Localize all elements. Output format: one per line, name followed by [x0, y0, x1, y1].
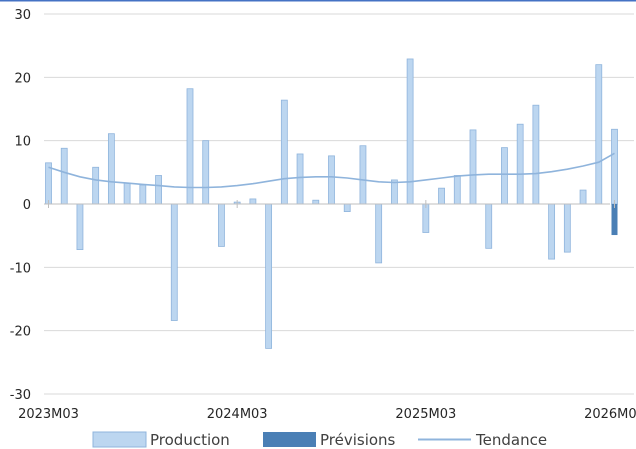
production-bar [375, 203, 383, 264]
production-bar [422, 203, 430, 233]
y-tick-label: 30 [14, 8, 31, 23]
legend-item-tendance: Tendance [418, 431, 547, 449]
legend-label-production: Production [150, 431, 230, 449]
y-tick-label: 10 [14, 135, 31, 150]
y-tick-label: 20 [14, 71, 31, 86]
y-tick-label: -10 [10, 261, 31, 276]
production-bar [595, 64, 603, 205]
legend: Production Prévisions Tendance [92, 431, 547, 449]
legend-swatch-production [92, 431, 147, 448]
production-bar [312, 199, 320, 205]
y-tick-label: -20 [10, 325, 31, 340]
x-tick-label: 2023M03 [18, 407, 79, 422]
legend-item-production: Production [92, 431, 230, 449]
bars [45, 58, 618, 349]
trend-line [48, 152, 615, 189]
previsions-bar [611, 204, 618, 236]
x-tick-label: 2025M03 [395, 407, 456, 422]
production-bar [579, 189, 587, 205]
production-bar [107, 133, 115, 205]
production-bar [438, 187, 445, 205]
production-bar [92, 166, 100, 205]
production-bar [202, 140, 210, 205]
gridlines [44, 13, 634, 395]
production-bar [611, 128, 618, 205]
production-bar [485, 203, 493, 249]
production-bar [328, 155, 335, 205]
y-tick-label: -30 [10, 388, 31, 403]
production-bar [139, 184, 147, 205]
x-tick-label: 2024M03 [207, 407, 268, 422]
production-bar [390, 179, 398, 205]
legend-label-previsions: Prévisions [320, 431, 396, 449]
production-bar [469, 129, 477, 205]
y-tick-label: 0 [23, 198, 31, 213]
x-tick-label: 2026M03 [584, 407, 636, 422]
x-axis: 2023M03 2024M03 2025M03 2026M03 [18, 200, 636, 422]
production-bar [280, 99, 288, 205]
production-bar [343, 203, 351, 212]
production-bar [516, 123, 524, 205]
production-bar [45, 162, 52, 205]
production-bar [453, 175, 461, 205]
production-bar [76, 203, 84, 250]
y-axis: -30 -20 -10 0 10 20 30 [10, 8, 31, 403]
production-bar [155, 175, 162, 205]
production-bar [60, 147, 68, 205]
production-bar [265, 203, 273, 349]
production-bar [170, 203, 178, 321]
production-bar [548, 203, 556, 260]
production-bar [123, 182, 131, 205]
production-bar [532, 104, 540, 205]
production-bar [501, 147, 508, 205]
production-bar [218, 203, 225, 247]
production-bar [249, 198, 257, 205]
production-bar [563, 203, 571, 253]
legend-swatch-previsions [263, 432, 316, 447]
legend-item-previsions: Prévisions [263, 431, 396, 449]
legend-label-tendance: Tendance [475, 431, 547, 449]
production-bar [359, 145, 367, 205]
production-bar [296, 153, 304, 205]
